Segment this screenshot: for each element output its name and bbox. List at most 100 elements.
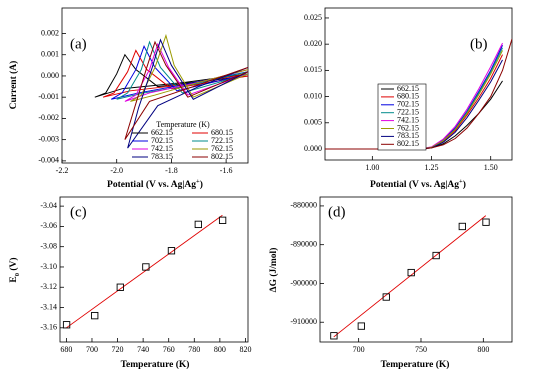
- axis-label-part: 0: [14, 273, 21, 276]
- x-tick-label: 720: [112, 345, 124, 354]
- data-point: [432, 251, 440, 260]
- axis-label-part: Temperature (K): [121, 359, 190, 370]
- plot-frame: [59, 196, 249, 343]
- panel: 680 700 720 740 760 780 800 820 -3.16 -3.14 -3.12 -…: [8, 196, 251, 370]
- axis-label-part: ): [200, 179, 203, 190]
- y-tick-label: -0.002: [38, 113, 59, 122]
- panel-label: (a): [70, 36, 87, 52]
- data-point: [194, 220, 202, 229]
- y-tick-label: -3.10: [40, 262, 57, 271]
- legend-box: [377, 83, 427, 151]
- y-tick-label: 0.020: [304, 39, 322, 48]
- y-tick-label: -3.08: [40, 242, 57, 251]
- legend-label: 722.15: [211, 136, 233, 145]
- y-tick-label: 0.000: [304, 144, 322, 153]
- axis-label-part: +: [459, 178, 463, 185]
- plot-area: [94, 33, 248, 149]
- plot-area: [330, 215, 490, 340]
- legend-label: 742.15: [151, 144, 173, 153]
- x-tick-label: -1.8: [165, 166, 178, 175]
- data-point: [142, 263, 150, 271]
- legend-title: Temperature (K): [156, 120, 210, 129]
- axis-label: Potential (V vs. Ag|Ag+): [107, 178, 203, 190]
- series-line: [130, 33, 248, 102]
- x-tick-label: 820: [239, 345, 251, 354]
- fit-line: [66, 214, 223, 329]
- axis-label-part: Potential (V vs. Ag|Ag: [107, 179, 196, 190]
- axis-label-part: Current (A): [8, 61, 19, 110]
- x-tick-label: -2.2: [56, 166, 69, 175]
- legend-label: 662.15: [397, 84, 419, 93]
- x-tick-label: 700: [86, 345, 98, 354]
- legend-label: 783.15: [151, 152, 173, 161]
- y-tick-label: -3.06: [40, 221, 57, 230]
- y-tick-label: -3.12: [40, 282, 57, 291]
- x-tick-label: 740: [137, 345, 149, 354]
- axis-label: Temperature (K): [381, 359, 450, 370]
- x-tick-label: -1.6: [220, 166, 233, 175]
- x-tick-label: 760: [163, 345, 175, 354]
- y-tick-label: 0.015: [304, 65, 322, 74]
- plot-frame: [319, 196, 513, 343]
- y-tick-label: 0.002: [41, 28, 59, 37]
- panel: 700 750 800 -910000 -900000 -890000 -880000 Tem…: [268, 196, 513, 370]
- axis-label-part: (V): [8, 257, 19, 273]
- axis-label-part: Potential (V vs. Ag|Ag: [370, 179, 459, 190]
- legend-label: 802.15: [211, 152, 233, 161]
- axis-label: ΔG (J/mol): [268, 248, 279, 293]
- legend-label: 802.15: [397, 139, 419, 148]
- panel-label: (c): [70, 204, 87, 220]
- x-tick-label: 1.50: [484, 163, 498, 172]
- axis-label-part: E: [9, 276, 19, 282]
- y-tick-label: -900000: [290, 278, 317, 287]
- y-tick-label: -0.001: [38, 92, 59, 101]
- data-point: [482, 218, 490, 226]
- axis-label-part: +: [196, 178, 200, 185]
- series-line: [127, 38, 248, 149]
- y-tick-label: 0.010: [304, 91, 322, 100]
- y-tick-label: 0.005: [304, 118, 322, 127]
- series-line: [124, 40, 248, 140]
- data-point: [458, 222, 466, 231]
- x-tick-label: 700: [353, 345, 365, 354]
- y-tick-label: -910000: [290, 317, 317, 326]
- y-tick-label: -0.004: [38, 156, 59, 165]
- plot-frame: [324, 7, 513, 161]
- y-tick-label: -3.14: [40, 302, 57, 311]
- x-tick-label: 1.00: [365, 163, 379, 172]
- legend-label: 680.15: [211, 128, 233, 137]
- x-tick-label: 800: [477, 345, 489, 354]
- y-tick-label: -3.16: [40, 323, 57, 332]
- legend-label: 662.15: [151, 128, 173, 137]
- legend-label: 742.15: [397, 115, 419, 124]
- axis-label-part: Temperature (K): [381, 359, 450, 370]
- axis-label: E0 (V): [8, 257, 21, 282]
- data-point: [62, 321, 71, 329]
- x-tick-label: 1.25: [425, 163, 439, 172]
- axis-label: Current (A): [8, 61, 19, 110]
- x-tick-label: 750: [415, 345, 427, 354]
- axis-label-part: ): [463, 179, 466, 190]
- x-tick-label: 800: [214, 345, 226, 354]
- series-line: [102, 49, 248, 98]
- panel: -2.2 -2.0 -1.8 -1.6 -0.004 -0.003 -0.002 -0.001…: [8, 7, 249, 190]
- data-point: [218, 216, 227, 224]
- fit-line: [333, 215, 487, 338]
- y-tick-label: 0.000: [41, 71, 59, 80]
- series-line: [94, 53, 248, 98]
- legend-label: 702.15: [151, 136, 173, 145]
- plot-frame: [61, 7, 249, 164]
- axis-label: Potential (V vs. Ag|Ag+): [370, 178, 466, 190]
- y-tick-label: -0.003: [38, 134, 59, 143]
- data-point: [116, 283, 124, 291]
- x-tick-label: -2.0: [110, 166, 123, 175]
- legend-label: 702.15: [397, 100, 419, 109]
- axis-label-part: ΔG (J/mol): [268, 248, 279, 293]
- data-point: [382, 293, 390, 301]
- panel-label: (d): [328, 204, 346, 220]
- axis-label: Temperature (K): [121, 359, 190, 370]
- y-tick-label: 0.001: [41, 50, 59, 59]
- data-point: [91, 311, 99, 320]
- legend-label: 762.15: [211, 144, 233, 153]
- panel: 1.00 1.25 1.50 0.000 0.005 0.010 0.015 0.020 0.0…: [304, 7, 513, 190]
